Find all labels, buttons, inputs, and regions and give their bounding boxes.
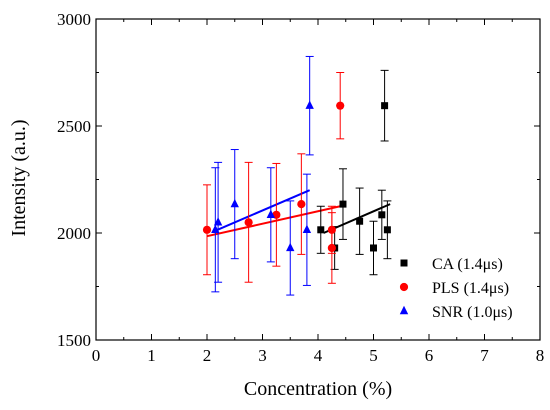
fit-line — [212, 189, 311, 233]
data-point — [202, 225, 212, 234]
data-point — [383, 226, 391, 234]
data-point — [317, 226, 325, 234]
legend-marker — [399, 282, 409, 292]
data-point — [297, 200, 306, 209]
x-tick-label: 8 — [536, 346, 545, 365]
x-tick-label: 0 — [92, 346, 101, 365]
data-point — [381, 102, 389, 110]
data-point — [327, 243, 336, 253]
legend-label: SNR (1.0μs) — [432, 304, 513, 321]
data-markers — [202, 100, 391, 253]
data-point — [302, 224, 312, 233]
x-axis-label: Concentration (%) — [244, 378, 392, 400]
x-tick-label: 6 — [425, 346, 434, 365]
y-axis-label: Intensity (a.u.) — [8, 119, 30, 236]
fit-line — [206, 205, 341, 238]
legend-marker — [399, 305, 409, 315]
legend-marker — [400, 259, 408, 267]
x-tick-label: 1 — [147, 346, 156, 365]
legend-label: CA (1.4μs) — [432, 256, 503, 273]
data-point — [370, 244, 377, 252]
legend-label: PLS (1.4μs) — [432, 280, 509, 297]
y-tick-label: 3000 — [57, 10, 91, 29]
data-point — [266, 209, 276, 219]
y-tick-label: 2000 — [57, 224, 91, 243]
data-point — [339, 200, 347, 208]
x-tick-label: 5 — [369, 346, 378, 365]
data-point — [336, 101, 345, 110]
data-point — [244, 218, 253, 227]
x-tick-label: 4 — [314, 346, 323, 365]
y-tick-label: 1500 — [57, 331, 91, 350]
data-point — [305, 100, 314, 109]
data-point — [211, 224, 220, 233]
x-tick-label: 3 — [258, 346, 267, 365]
data-point — [356, 217, 364, 225]
data-point — [327, 225, 336, 234]
y-tick-label: 2500 — [57, 117, 91, 136]
data-point — [230, 198, 239, 208]
x-tick-label: 2 — [203, 346, 212, 365]
error-bars — [203, 55, 392, 296]
x-tick-label: 7 — [480, 346, 489, 365]
data-point — [286, 242, 295, 252]
legend: CA (1.4μs) PLS (1.4μs) SNR (1.0μs) — [399, 256, 513, 321]
axes: 0 1 2 3 4 5 6 7 8 1500 2000 2500 3000 — [57, 10, 544, 365]
data-point — [213, 217, 223, 226]
data-point — [378, 211, 386, 219]
